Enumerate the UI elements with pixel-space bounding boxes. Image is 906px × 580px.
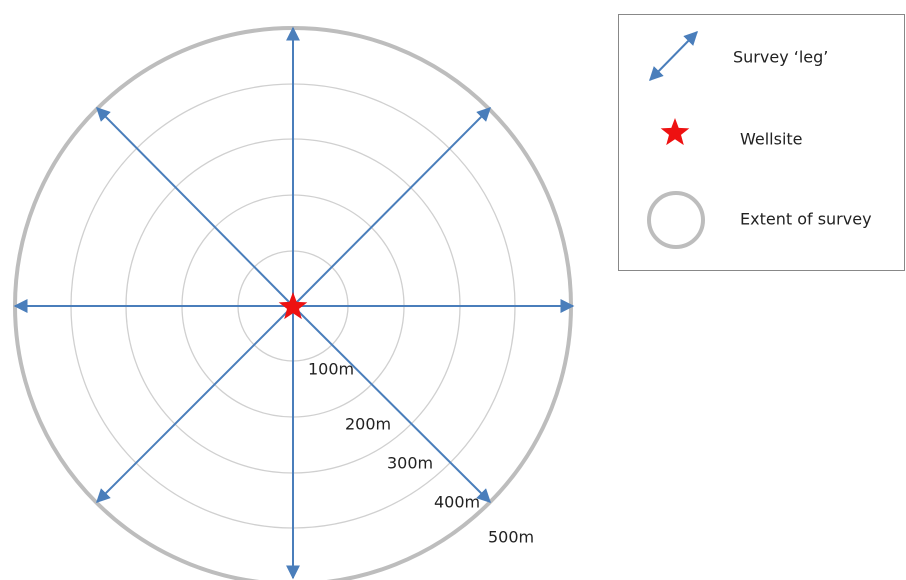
survey-leg xyxy=(96,107,294,307)
ring-label: 100m xyxy=(308,360,354,379)
legend-circle-icon xyxy=(647,191,705,249)
legend-label: Extent of survey xyxy=(740,210,872,229)
legend-star-icon xyxy=(660,118,690,146)
legend: Survey ‘leg’ Wellsite Extent of survey xyxy=(618,14,905,271)
legend-label: Survey ‘leg’ xyxy=(733,48,828,67)
ring-label: 500m xyxy=(488,528,534,547)
ring-label: 200m xyxy=(345,415,391,434)
wellsite-star xyxy=(278,292,308,320)
ring-label: 300m xyxy=(387,454,433,473)
survey-leg xyxy=(96,305,294,503)
survey-leg xyxy=(292,107,491,307)
survey-leg xyxy=(292,305,491,503)
ring-labels: 100m 200m 300m 400m 500m xyxy=(308,360,534,547)
ring-label: 400m xyxy=(434,493,480,512)
survey-legs xyxy=(13,26,575,580)
legend-label: Wellsite xyxy=(740,130,803,149)
legend-leg-icon xyxy=(649,30,698,82)
